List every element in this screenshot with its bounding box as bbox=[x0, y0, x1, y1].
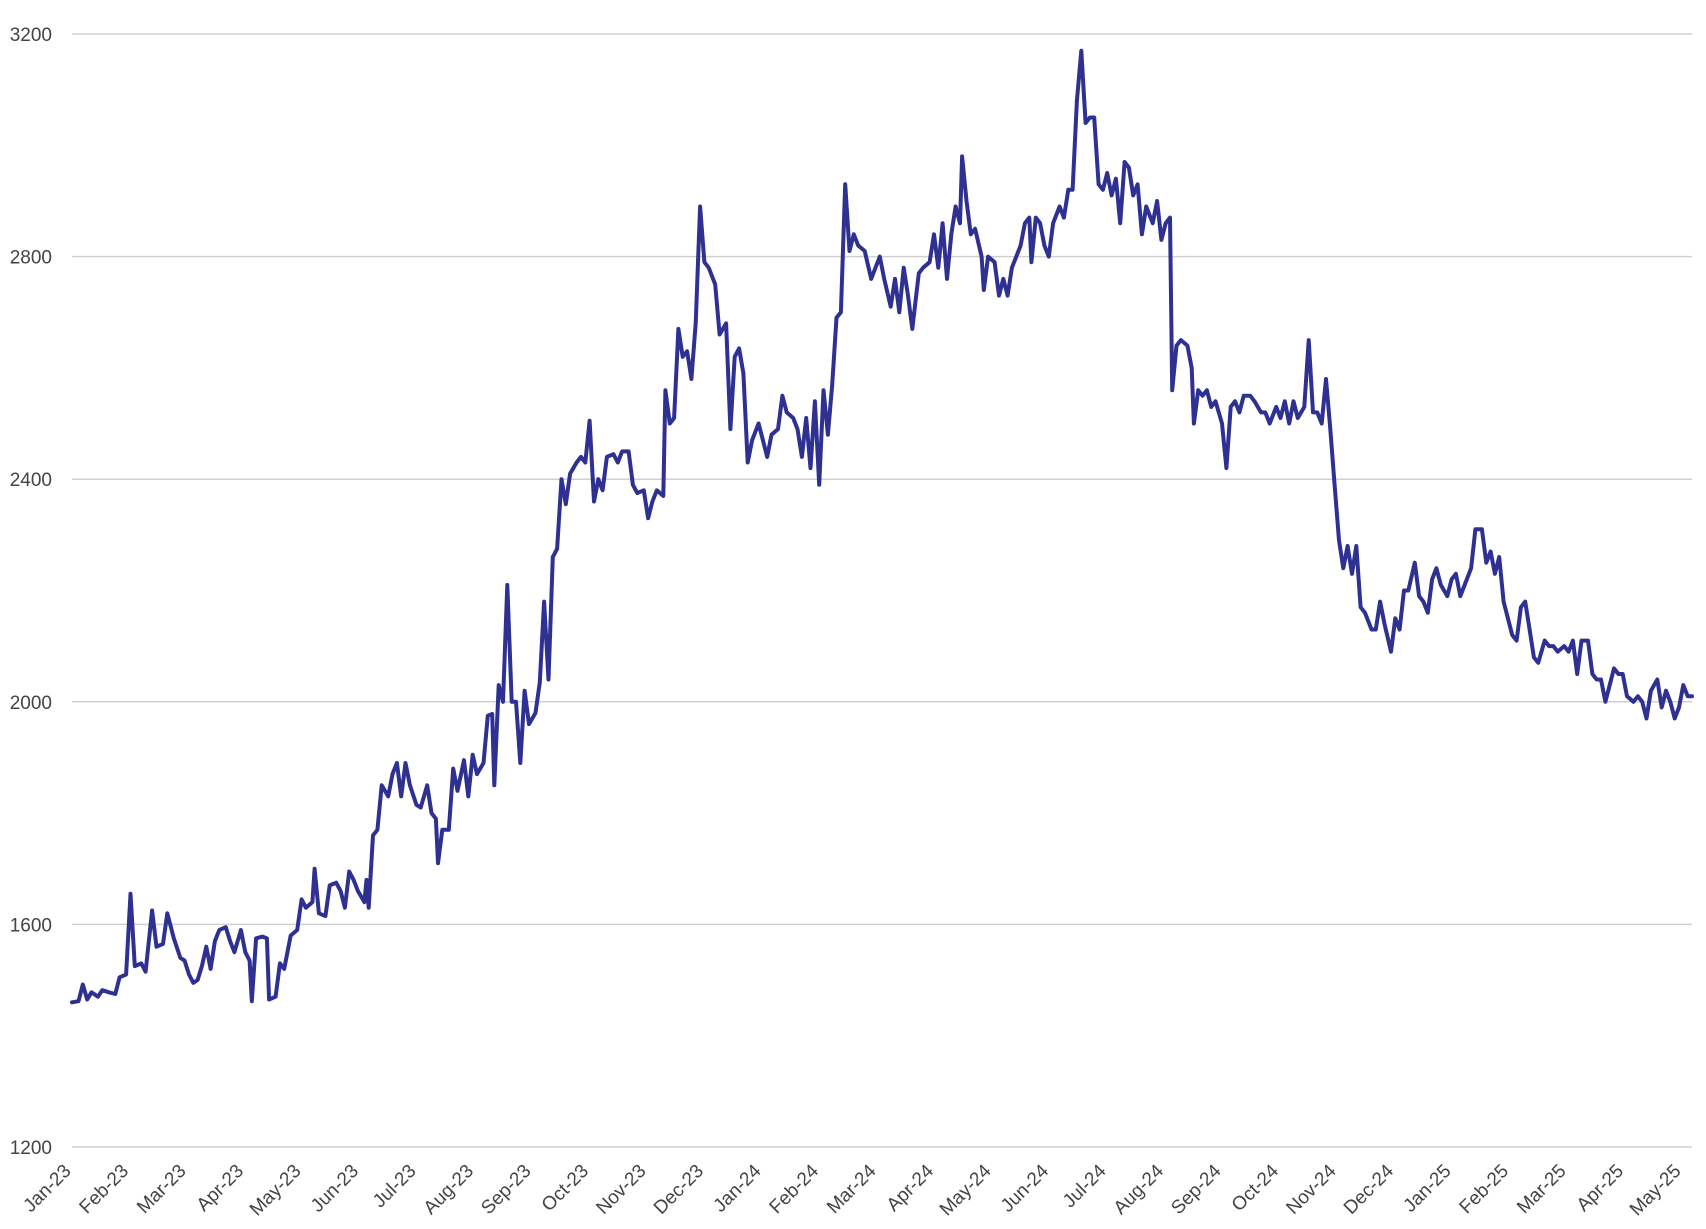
x-tick-label-jun-24: Jun-24 bbox=[997, 1160, 1053, 1216]
x-tick-label-jul-24: Jul-24 bbox=[1059, 1160, 1111, 1212]
x-tick-label-aug-24: Aug-24 bbox=[1110, 1160, 1168, 1218]
y-axis-tick-labels: 1200 1600 2000 2400 2800 3200 bbox=[10, 25, 52, 1159]
x-tick-label-apr-23: Apr-23 bbox=[193, 1161, 248, 1216]
y-tick-label-1200: 1200 bbox=[10, 1138, 52, 1159]
x-tick-label-feb-25: Feb-25 bbox=[1456, 1161, 1513, 1218]
x-tick-label-jan-25: Jan-25 bbox=[1400, 1161, 1456, 1217]
x-tick-label-feb-24: Feb-24 bbox=[766, 1160, 824, 1218]
series-layer bbox=[70, 48, 1694, 1005]
x-tick-label-sep-24: Sep-24 bbox=[1167, 1160, 1225, 1218]
x-tick-label-may-25: May-25 bbox=[1626, 1161, 1686, 1221]
x-tick-label-nov-23: Nov-23 bbox=[592, 1161, 650, 1219]
y-tick-label-2000: 2000 bbox=[10, 693, 52, 714]
y-tick-label-2800: 2800 bbox=[10, 248, 52, 269]
x-tick-label-nov-24: Nov-24 bbox=[1282, 1160, 1340, 1218]
x-tick-label-jun-23: Jun-23 bbox=[307, 1161, 363, 1217]
series-line bbox=[70, 48, 1694, 1005]
x-tick-label-jan-23: Jan-23 bbox=[20, 1161, 76, 1217]
x-tick-label-jul-23: Jul-23 bbox=[369, 1161, 420, 1212]
x-tick-label-oct-23: Oct-23 bbox=[538, 1161, 593, 1216]
gridlines bbox=[72, 33, 1692, 1148]
y-tick-label-3200: 3200 bbox=[10, 25, 52, 46]
x-tick-label-aug-23: Aug-23 bbox=[420, 1161, 478, 1219]
x-tick-label-may-24: May-24 bbox=[936, 1160, 996, 1220]
x-tick-label-mar-25: Mar-25 bbox=[1513, 1161, 1570, 1218]
x-tick-label-may-23: May-23 bbox=[246, 1161, 306, 1221]
x-tick-label-jan-24: Jan-24 bbox=[710, 1160, 766, 1216]
x-tick-label-sep-23: Sep-23 bbox=[477, 1161, 535, 1219]
y-tick-label-1600: 1600 bbox=[10, 915, 52, 936]
x-tick-label-apr-24: Apr-24 bbox=[883, 1160, 938, 1215]
y-tick-label-2400: 2400 bbox=[10, 470, 52, 491]
x-tick-label-mar-24: Mar-24 bbox=[823, 1160, 881, 1218]
x-tick-label-feb-23: Feb-23 bbox=[76, 1161, 133, 1218]
x-tick-label-oct-24: Oct-24 bbox=[1228, 1160, 1283, 1215]
x-tick-label-dec-23: Dec-23 bbox=[650, 1161, 708, 1219]
x-tick-label-mar-23: Mar-23 bbox=[133, 1161, 190, 1218]
x-tick-label-apr-25: Apr-25 bbox=[1573, 1161, 1628, 1216]
x-tick-label-dec-24: Dec-24 bbox=[1340, 1160, 1398, 1218]
